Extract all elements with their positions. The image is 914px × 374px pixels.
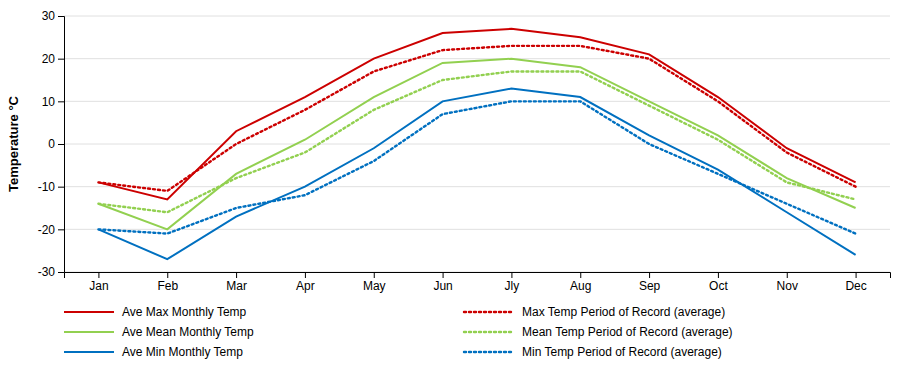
tick-mark: [98, 272, 99, 278]
y-axis-label: Temperature °C: [6, 95, 21, 192]
tick: Sep: [639, 272, 661, 293]
tick: Dec: [845, 272, 866, 293]
tick: Jun: [433, 272, 452, 293]
legend-item: Ave Min Monthly Temp: [64, 345, 243, 359]
tick-label: Nov: [777, 279, 798, 293]
legend-swatch: [464, 351, 514, 353]
tick-label: -30: [38, 265, 56, 279]
tick-label: Dec: [845, 279, 866, 293]
tick-label: Oct: [709, 279, 728, 293]
legend-swatch: [64, 351, 114, 353]
axis-domain: [65, 273, 891, 279]
legend-swatch: [64, 311, 114, 313]
tick-mark: [58, 272, 64, 273]
tick: 30: [42, 9, 64, 23]
tick-mark: [718, 272, 719, 278]
plot-area: -30 -20 -10 0 10 20 30 Jan Feb Mar Apr May Jun Jly Aug…: [38, 9, 891, 292]
legend-swatch: [64, 331, 114, 333]
tick-mark: [374, 272, 375, 278]
grid-line: [64, 186, 890, 187]
tick-mark: [787, 272, 788, 278]
tick: May: [363, 272, 386, 293]
tick-mark: [58, 144, 64, 145]
y-axis: -30 -20 -10 0 10 20 30: [38, 9, 65, 279]
tick-label: Sep: [639, 279, 661, 293]
legend-label: Min Temp Period of Record (average): [522, 345, 722, 359]
tick-mark: [443, 272, 444, 278]
tick-label: Aug: [570, 279, 591, 293]
tick-mark: [856, 272, 857, 278]
tick: Aug: [570, 272, 591, 293]
legend: Ave Max Monthly Temp Ave Mean Monthly Tem…: [64, 305, 733, 359]
legend-label: Max Temp Period of Record (average): [522, 305, 725, 319]
series-line: [98, 29, 855, 200]
grid-line: [64, 16, 890, 17]
grid-line: [64, 144, 890, 145]
lines: [98, 29, 855, 259]
tick-label: Jan: [89, 279, 108, 293]
chart: -30 -20 -10 0 10 20 30 Jan Feb Mar Apr May Jun Jly Aug…: [0, 0, 914, 374]
tick-mark: [580, 272, 581, 278]
tick-label: -10: [38, 180, 56, 194]
tick-label: 20: [42, 52, 56, 66]
grid-line: [64, 58, 890, 59]
x-axis: Jan Feb Mar Apr May Jun Jly Aug Sep Oct Nov Dec: [65, 272, 891, 293]
tick: Nov: [777, 272, 798, 293]
series-line: [98, 46, 855, 191]
tick-mark: [58, 59, 64, 60]
legend-label: Ave Mean Monthly Temp: [122, 325, 254, 339]
tick-mark: [58, 16, 64, 17]
tick: Mar: [226, 272, 247, 293]
series-line: [98, 59, 855, 230]
tick: -10: [38, 180, 64, 194]
tick-mark: [511, 272, 512, 278]
tick-label: Mar: [226, 279, 247, 293]
series-line: [98, 71, 855, 212]
grid-line: [64, 229, 890, 230]
grid: [64, 16, 890, 272]
axis-domain: [58, 17, 65, 273]
series-line: [98, 89, 855, 260]
tick: 10: [42, 95, 64, 109]
tick: -30: [38, 265, 64, 279]
legend-label: Ave Max Monthly Temp: [122, 305, 247, 319]
legend-item: Mean Temp Period of Record (average): [464, 325, 733, 339]
legend-item: Ave Mean Monthly Temp: [64, 325, 254, 339]
tick-mark: [236, 272, 237, 278]
tick: Oct: [709, 272, 728, 293]
tick-label: 30: [42, 9, 56, 23]
legend-item: Max Temp Period of Record (average): [464, 305, 725, 319]
tick: Jly: [505, 272, 520, 293]
grid-line: [64, 101, 890, 102]
legend-item: Min Temp Period of Record (average): [464, 345, 722, 359]
tick-label: Jun: [433, 279, 452, 293]
legend-label: Ave Min Monthly Temp: [122, 345, 243, 359]
tick: Jan: [89, 272, 108, 293]
tick-label: Jly: [505, 279, 520, 293]
tick: 20: [42, 52, 64, 66]
tick-label: -20: [38, 223, 56, 237]
tick-mark: [167, 272, 168, 278]
tick-mark: [305, 272, 306, 278]
tick-label: Feb: [157, 279, 178, 293]
legend-label: Mean Temp Period of Record (average): [522, 325, 733, 339]
tick: Feb: [157, 272, 178, 293]
legend-swatch: [464, 311, 514, 313]
series-line: [98, 101, 855, 233]
tick-label: May: [363, 279, 386, 293]
tick-label: 10: [42, 95, 56, 109]
tick: 0: [48, 137, 64, 151]
tick-label: 0: [48, 137, 55, 151]
legend-swatch: [464, 331, 514, 333]
tick: Apr: [296, 272, 315, 293]
tick-label: Apr: [296, 279, 315, 293]
tick-mark: [58, 101, 64, 102]
tick-mark: [58, 229, 64, 230]
legend-item: Ave Max Monthly Temp: [64, 305, 247, 319]
tick: -20: [38, 223, 64, 237]
tick-mark: [649, 272, 650, 278]
tick-mark: [58, 187, 64, 188]
